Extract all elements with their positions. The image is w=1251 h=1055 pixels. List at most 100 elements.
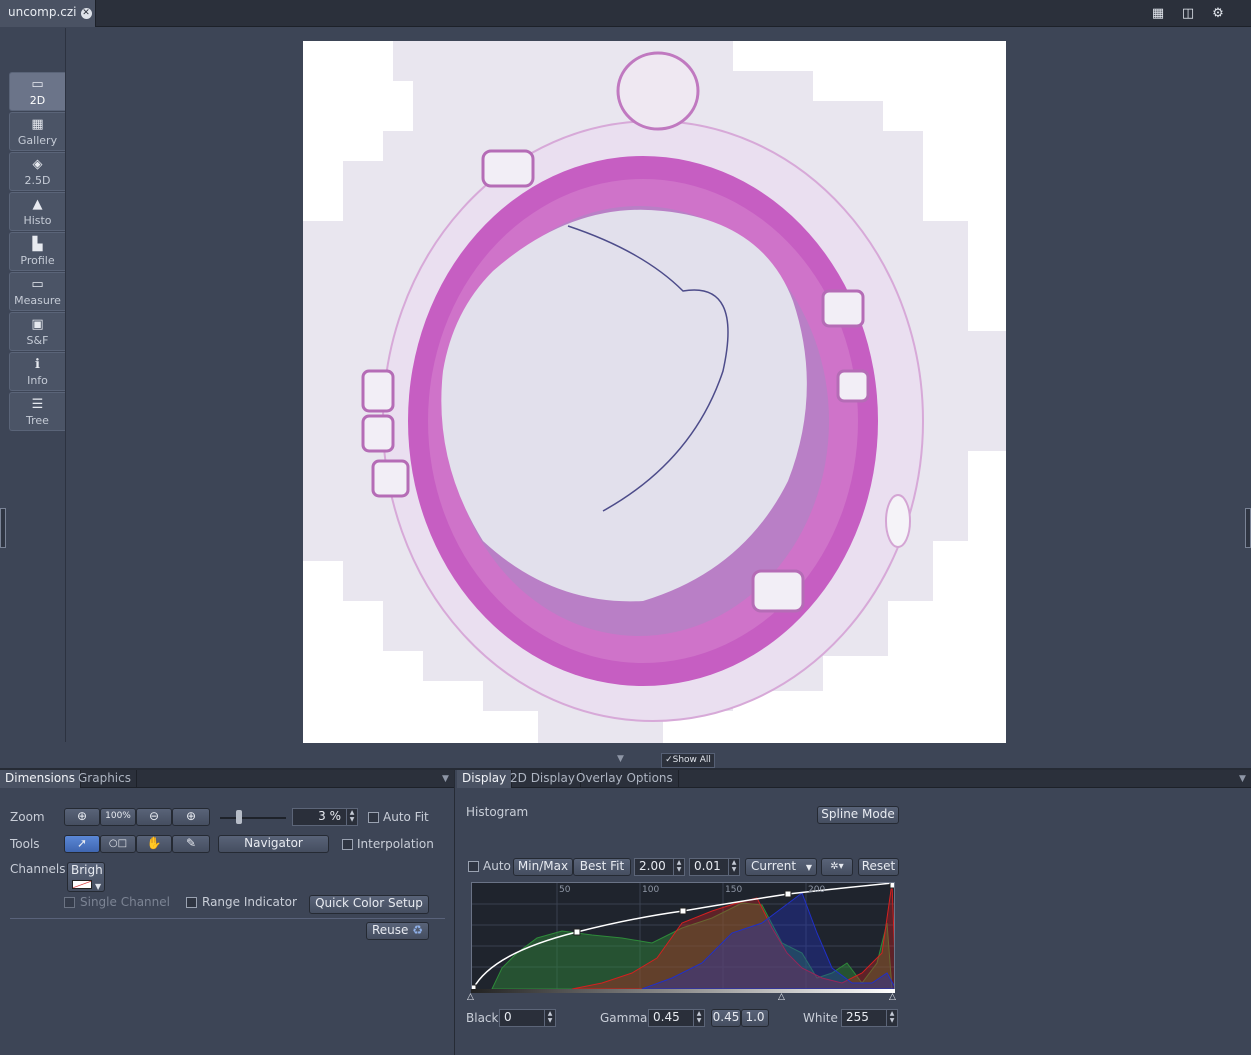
- histogram-curves: [472, 883, 894, 989]
- white-marker-icon[interactable]: △: [889, 992, 896, 1002]
- black-spinner[interactable]: ▲ ▼: [544, 1010, 555, 1026]
- tab-graphics[interactable]: Graphics: [73, 770, 137, 788]
- view-mode-label: 2.5D: [24, 174, 51, 187]
- gamma-value: 0.45: [653, 1010, 680, 1024]
- best-fit-button[interactable]: Best Fit: [573, 858, 631, 876]
- white-value: 255: [846, 1010, 869, 1024]
- zoom-slider-handle[interactable]: [236, 810, 242, 824]
- view-mode-label: 2D: [29, 94, 46, 107]
- tab-dimensions[interactable]: Dimensions: [0, 770, 82, 788]
- black-marker-icon[interactable]: △: [467, 992, 474, 1002]
- gamma-preset-045-button[interactable]: 0.45: [711, 1009, 741, 1027]
- document-tab[interactable]: uncomp.czi ✕: [0, 0, 96, 27]
- gamma-value-field[interactable]: 0.45 ▲ ▼: [648, 1009, 705, 1027]
- tab-2d-display[interactable]: 2D Display: [505, 770, 581, 788]
- tree-icon: ☰: [31, 397, 44, 412]
- view-mode-profile-button[interactable]: ▙ Profile: [9, 232, 65, 271]
- shape-tool-icon[interactable]: ○□: [100, 835, 136, 853]
- current-label: Current: [751, 859, 797, 873]
- gamma-spinner[interactable]: ▲ ▼: [693, 1010, 704, 1026]
- zoom-in-icon[interactable]: ⊕: [172, 808, 210, 826]
- profile-icon: ▙: [32, 237, 43, 252]
- black-value-field[interactable]: 0 ▲ ▼: [499, 1009, 556, 1027]
- s-and-f-icon: ▣: [31, 317, 44, 332]
- histogram-tick: 50: [559, 885, 571, 895]
- zoom-slider[interactable]: [220, 817, 286, 819]
- 2-5d-icon: ◈: [32, 157, 43, 172]
- view-mode-histo-button[interactable]: ▲ Histo: [9, 192, 65, 231]
- settings-dropdown-icon[interactable]: ✲▾: [821, 858, 853, 876]
- best-fit-value-a[interactable]: 2.00 ▲ ▼: [634, 858, 685, 876]
- quick-color-setup-button[interactable]: Quick Color Setup: [309, 895, 429, 914]
- grid-layout-icon[interactable]: ▦: [1151, 6, 1165, 21]
- view-mode-info-button[interactable]: ℹ Info: [9, 352, 65, 391]
- view-mode-label: S&F: [26, 334, 49, 347]
- view-mode-gallery-button[interactable]: ▦ Gallery: [9, 112, 65, 151]
- view-mode-s-f-button[interactable]: ▣ S&F: [9, 312, 65, 351]
- show-all-toggle[interactable]: ✓Show All: [661, 753, 715, 768]
- histogram-plot[interactable]: 50 100 150 200: [471, 882, 895, 990]
- spline-mode-button[interactable]: Spline Mode: [817, 806, 899, 824]
- auto-checkbox[interactable]: [468, 861, 479, 872]
- left-panel-grip[interactable]: [0, 508, 6, 548]
- display-panel: Display 2D Display Overlay Options ▼ His…: [457, 770, 1251, 1055]
- histogram-icon: ▲: [32, 197, 43, 212]
- gamma-preset-10-button[interactable]: 1.0: [741, 1009, 769, 1027]
- view-mode-measure-button[interactable]: ▭ Measure: [9, 272, 65, 311]
- gamma-marker-icon[interactable]: △: [778, 992, 785, 1002]
- white-spinner[interactable]: ▲ ▼: [886, 1010, 897, 1026]
- value-a-spinner[interactable]: ▲ ▼: [673, 859, 684, 875]
- current-dropdown[interactable]: Current ▼: [745, 858, 817, 876]
- tab-display[interactable]: Display: [457, 770, 513, 788]
- channel-color-swatch: [72, 880, 92, 889]
- zoom-spinner[interactable]: ▲ ▼: [346, 809, 357, 825]
- view-mode-2d-button[interactable]: ▭ 2D: [9, 72, 65, 111]
- panel-menu-arrow-icon[interactable]: ▼: [1239, 774, 1246, 784]
- white-value-field[interactable]: 255 ▲ ▼: [841, 1009, 898, 1027]
- tab-overlay-options[interactable]: Overlay Options: [571, 770, 679, 788]
- document-tab-title: uncomp.czi: [8, 5, 77, 19]
- min-max-button[interactable]: Min/Max: [513, 858, 573, 876]
- zoom-fit-button[interactable]: ⊕: [64, 808, 100, 826]
- view-mode-label: Info: [27, 374, 48, 387]
- histogram-label: Histogram: [466, 805, 529, 819]
- zoom-out-icon[interactable]: ⊖: [136, 808, 172, 826]
- view-mode-label: Profile: [20, 254, 55, 267]
- right-panel-grip[interactable]: [1245, 508, 1251, 548]
- image-canvas[interactable]: [303, 41, 1006, 743]
- panel-splitter[interactable]: [0, 768, 1251, 770]
- chevron-down-icon: ▼: [805, 863, 812, 872]
- zoom-100-button[interactable]: 100%: [100, 808, 136, 826]
- gear-icon[interactable]: ⚙: [1212, 6, 1224, 21]
- zoom-value-field[interactable]: 3 % ▲ ▼: [292, 808, 358, 826]
- intensity-gradient-bar: [471, 989, 895, 993]
- value-b: 0.01: [694, 859, 721, 873]
- tools-label: Tools: [10, 837, 40, 851]
- collapse-arrow-icon[interactable]: ▼: [617, 754, 624, 764]
- right-panel-tabs: Display 2D Display Overlay Options ▼: [457, 770, 1251, 788]
- histogram-tick: 200: [808, 885, 826, 895]
- view-mode-tree-button[interactable]: ☰ Tree: [9, 392, 65, 431]
- view-mode-2-5d-button[interactable]: ◈ 2.5D: [9, 152, 65, 191]
- reuse-icon: ♻: [412, 923, 424, 937]
- channel-brightfield-button[interactable]: Brigh ▼: [67, 862, 105, 892]
- navigator-button[interactable]: Navigator: [218, 835, 329, 853]
- eyedropper-icon[interactable]: ✎: [172, 835, 210, 853]
- split-view-icon[interactable]: ◫: [1181, 6, 1195, 21]
- value-a: 2.00: [639, 859, 666, 873]
- single-channel-checkbox[interactable]: [64, 897, 75, 908]
- value-b-spinner[interactable]: ▲ ▼: [728, 859, 739, 875]
- auto-fit-checkbox[interactable]: [368, 812, 379, 823]
- pointer-tool-icon[interactable]: ➚: [64, 835, 100, 853]
- interpolation-checkbox[interactable]: [342, 839, 353, 850]
- range-indicator-checkbox[interactable]: [186, 897, 197, 908]
- view-mode-label: Histo: [23, 214, 52, 227]
- best-fit-value-b[interactable]: 0.01 ▲ ▼: [689, 858, 740, 876]
- reset-button[interactable]: Reset: [858, 858, 899, 876]
- reuse-button[interactable]: Reuse ♻: [366, 922, 429, 940]
- close-tab-icon[interactable]: ✕: [80, 8, 92, 19]
- pan-hand-icon[interactable]: ✋: [136, 835, 172, 853]
- white-label: White: [803, 1011, 838, 1025]
- measure-icon: ▭: [31, 277, 44, 292]
- panel-menu-arrow-icon[interactable]: ▼: [442, 774, 449, 784]
